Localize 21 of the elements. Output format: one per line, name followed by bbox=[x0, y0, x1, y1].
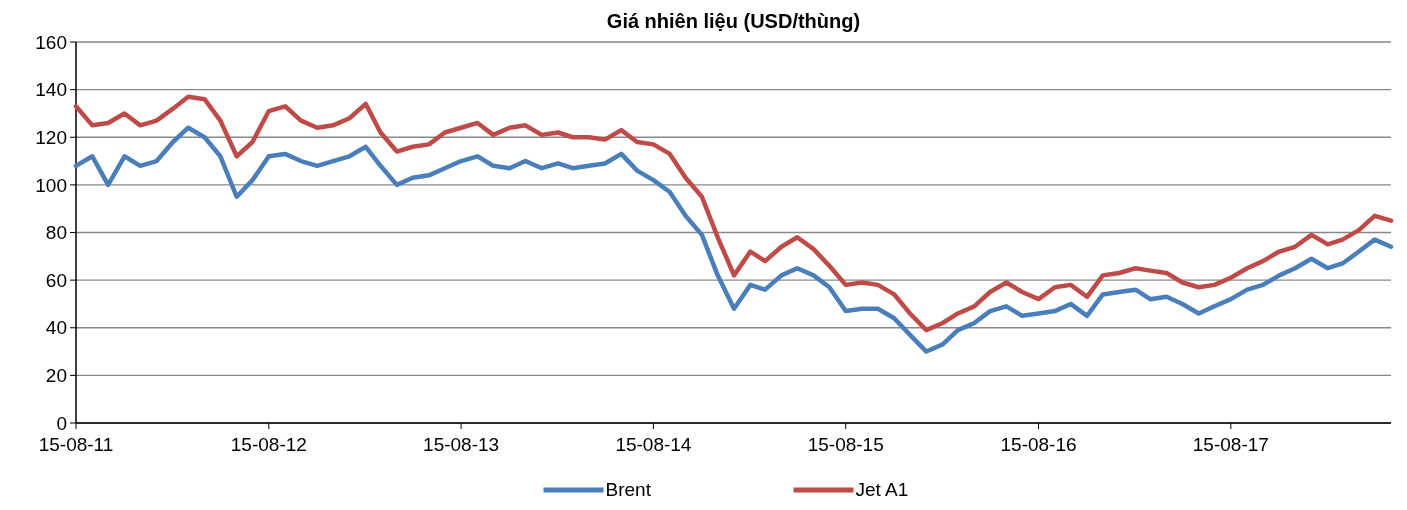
x-tick-label: 15-08-17 bbox=[1192, 434, 1269, 455]
line-series bbox=[73, 94, 1394, 333]
y-tick-label: 20 bbox=[45, 365, 67, 387]
line-series bbox=[73, 125, 1394, 354]
x-tick-label: 15-08-14 bbox=[615, 434, 692, 455]
y-tick-label: 0 bbox=[56, 412, 67, 434]
y-tick-label: 160 bbox=[35, 31, 67, 53]
x-tick-label: 15-08-12 bbox=[230, 434, 307, 455]
y-tick-label: 80 bbox=[45, 222, 67, 244]
x-tick-label: 15-08-15 bbox=[807, 434, 884, 455]
x-tick-label: 15-08-13 bbox=[423, 434, 500, 455]
legend-label: Brent bbox=[605, 479, 652, 500]
y-tick-label: 40 bbox=[45, 317, 67, 339]
y-tick-label: 100 bbox=[35, 174, 67, 196]
x-tick-label: 15-08-16 bbox=[1000, 434, 1077, 455]
y-tick-label: 120 bbox=[35, 126, 67, 148]
x-tick-label: 15-08-11 bbox=[38, 434, 114, 455]
y-tick-label: 140 bbox=[35, 79, 67, 101]
y-tick-label: 60 bbox=[45, 269, 67, 291]
chart-title: Giá nhiên liệu (USD/thùng) bbox=[606, 10, 861, 32]
legend-label: Jet A1 bbox=[855, 479, 909, 500]
